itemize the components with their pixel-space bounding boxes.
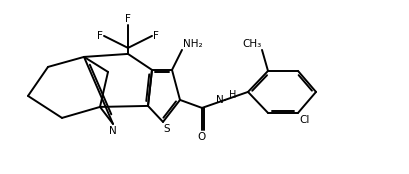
Text: Cl: Cl — [299, 114, 309, 125]
Text: CH₃: CH₃ — [241, 39, 261, 49]
Text: F: F — [97, 31, 103, 41]
Text: F: F — [125, 14, 130, 24]
Text: N: N — [109, 126, 117, 136]
Text: NH₂: NH₂ — [182, 39, 202, 49]
Text: O: O — [198, 132, 206, 142]
Text: F: F — [153, 31, 158, 41]
Text: N: N — [216, 95, 224, 105]
Text: H: H — [229, 90, 236, 100]
Text: S: S — [164, 124, 170, 134]
